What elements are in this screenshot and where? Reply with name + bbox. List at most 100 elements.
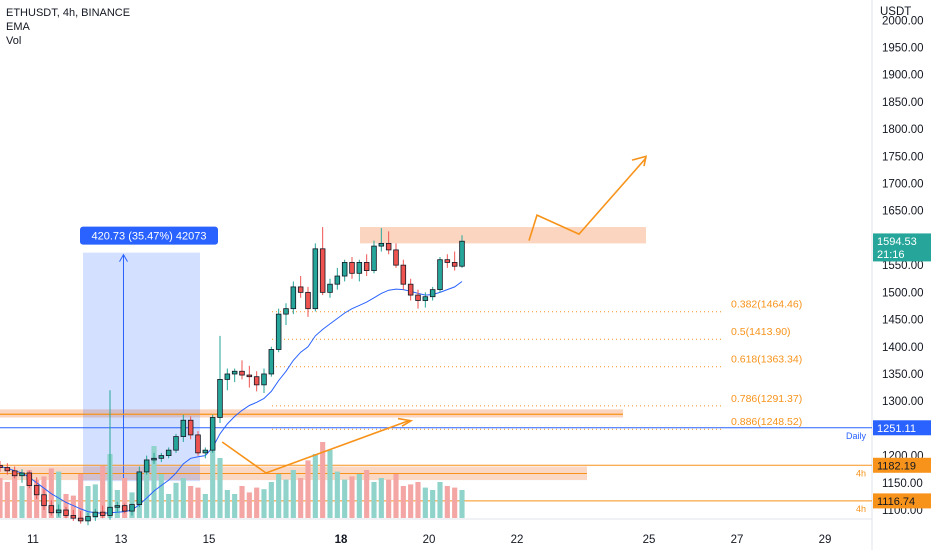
volume-bar — [422, 487, 428, 518]
y-tick-label: 1750.00 — [882, 151, 924, 163]
candle-body[interactable] — [459, 240, 465, 267]
candle-body[interactable] — [195, 434, 201, 454]
volume-bar — [122, 478, 128, 518]
candle-body[interactable] — [11, 470, 18, 477]
candle-body[interactable] — [19, 472, 25, 477]
candle-body[interactable] — [268, 349, 275, 375]
candle-body[interactable] — [217, 379, 223, 418]
candle-body[interactable] — [48, 505, 55, 514]
candle-body[interactable] — [33, 485, 40, 496]
candle-body[interactable] — [224, 373, 231, 380]
candle-body[interactable] — [407, 283, 414, 296]
candle-body[interactable] — [451, 262, 458, 267]
volume-bar — [415, 482, 421, 518]
candle-body[interactable] — [334, 275, 341, 285]
candle-body[interactable] — [385, 242, 392, 251]
candle-body[interactable] — [371, 245, 377, 271]
candle-body[interactable] — [55, 509, 62, 514]
volume-bar — [342, 479, 348, 518]
candle-body[interactable] — [393, 249, 399, 266]
candle-body[interactable] — [121, 505, 128, 512]
candle-body[interactable] — [275, 313, 282, 350]
candle-body[interactable] — [422, 296, 429, 301]
projection-arrowhead-lower — [397, 417, 414, 427]
candle-body[interactable] — [107, 506, 113, 516]
candle-body[interactable] — [180, 419, 187, 437]
volume-bar — [298, 478, 304, 518]
candle-body[interactable] — [158, 455, 165, 459]
candle-body[interactable] — [305, 291, 311, 310]
candle-body[interactable] — [319, 248, 326, 293]
volume-bar — [408, 484, 414, 518]
candle-body[interactable] — [26, 472, 33, 486]
measure-arrow-head — [119, 253, 128, 262]
y-tick-label: 1900.00 — [882, 70, 924, 82]
h4-level-tag-upper-bg — [873, 457, 931, 473]
candle-body[interactable] — [239, 370, 245, 376]
resistance-zone[interactable] — [360, 227, 646, 244]
candle-body[interactable] — [378, 242, 385, 247]
ema-indicator-label[interactable]: EMA — [6, 21, 30, 33]
candle-body[interactable] — [283, 308, 289, 315]
candle-body[interactable] — [85, 516, 91, 522]
candle-body[interactable] — [202, 449, 209, 454]
volume-bar — [437, 482, 443, 518]
volume-bar — [166, 494, 172, 518]
volume-bar — [0, 478, 3, 518]
vol-indicator-label[interactable]: Vol — [6, 35, 22, 47]
candle-body[interactable] — [341, 262, 348, 277]
ema-line[interactable] — [0, 281, 463, 514]
candle-body[interactable] — [327, 283, 333, 293]
candle-body[interactable] — [253, 376, 260, 386]
candle-body[interactable] — [0, 464, 3, 468]
candle-body[interactable] — [114, 505, 121, 508]
candle-body[interactable] — [136, 471, 143, 505]
candle-body[interactable] — [290, 286, 297, 310]
candle-body[interactable] — [187, 419, 194, 436]
candle-body[interactable] — [349, 262, 355, 274]
candle-body[interactable] — [400, 264, 407, 285]
volume-bar — [173, 482, 179, 518]
candle-body[interactable] — [173, 436, 179, 451]
candle-body[interactable] — [129, 504, 135, 512]
candle-body[interactable] — [415, 294, 421, 301]
candle-body[interactable] — [356, 262, 363, 274]
volume-bar — [356, 474, 362, 518]
x-tick-label: 29 — [819, 534, 832, 546]
volume-bar — [400, 486, 406, 518]
candle-body[interactable] — [70, 515, 77, 519]
candle-body[interactable] — [151, 457, 157, 461]
candle-body[interactable] — [63, 509, 69, 516]
candle-body[interactable] — [312, 248, 319, 310]
candle-body[interactable] — [165, 449, 172, 456]
candle-body[interactable] — [41, 494, 47, 507]
volume-bar — [349, 476, 355, 518]
candle-body[interactable] — [297, 286, 304, 293]
candle-body[interactable] — [143, 459, 150, 473]
projection-zigzag-lower[interactable] — [221, 419, 411, 474]
daily-level-tag-bg — [873, 420, 931, 436]
candle-body[interactable] — [231, 370, 238, 375]
candle-body[interactable] — [209, 417, 216, 451]
currency-label: USDT — [880, 6, 911, 18]
price-range-measure-box[interactable] — [83, 252, 200, 482]
candle-body[interactable] — [429, 289, 436, 298]
candle-body[interactable] — [261, 373, 267, 386]
volume-bar — [261, 489, 267, 518]
last-price-tag-bg — [873, 233, 931, 262]
candle-body[interactable] — [77, 517, 84, 522]
volume-bar — [63, 494, 69, 518]
candle-body[interactable] — [363, 262, 370, 271]
volume-bar — [202, 494, 208, 518]
candle-body[interactable] — [92, 511, 99, 517]
candle-body[interactable] — [246, 374, 253, 378]
support-zone-upper[interactable] — [0, 409, 623, 418]
volume-bar — [312, 454, 318, 518]
candle-body[interactable] — [99, 511, 106, 516]
candle-body[interactable] — [437, 259, 443, 291]
candle-body[interactable] — [4, 467, 11, 472]
volume-bar — [459, 490, 465, 518]
projection-zigzag-upper[interactable] — [528, 157, 647, 241]
candle-body[interactable] — [444, 259, 451, 263]
